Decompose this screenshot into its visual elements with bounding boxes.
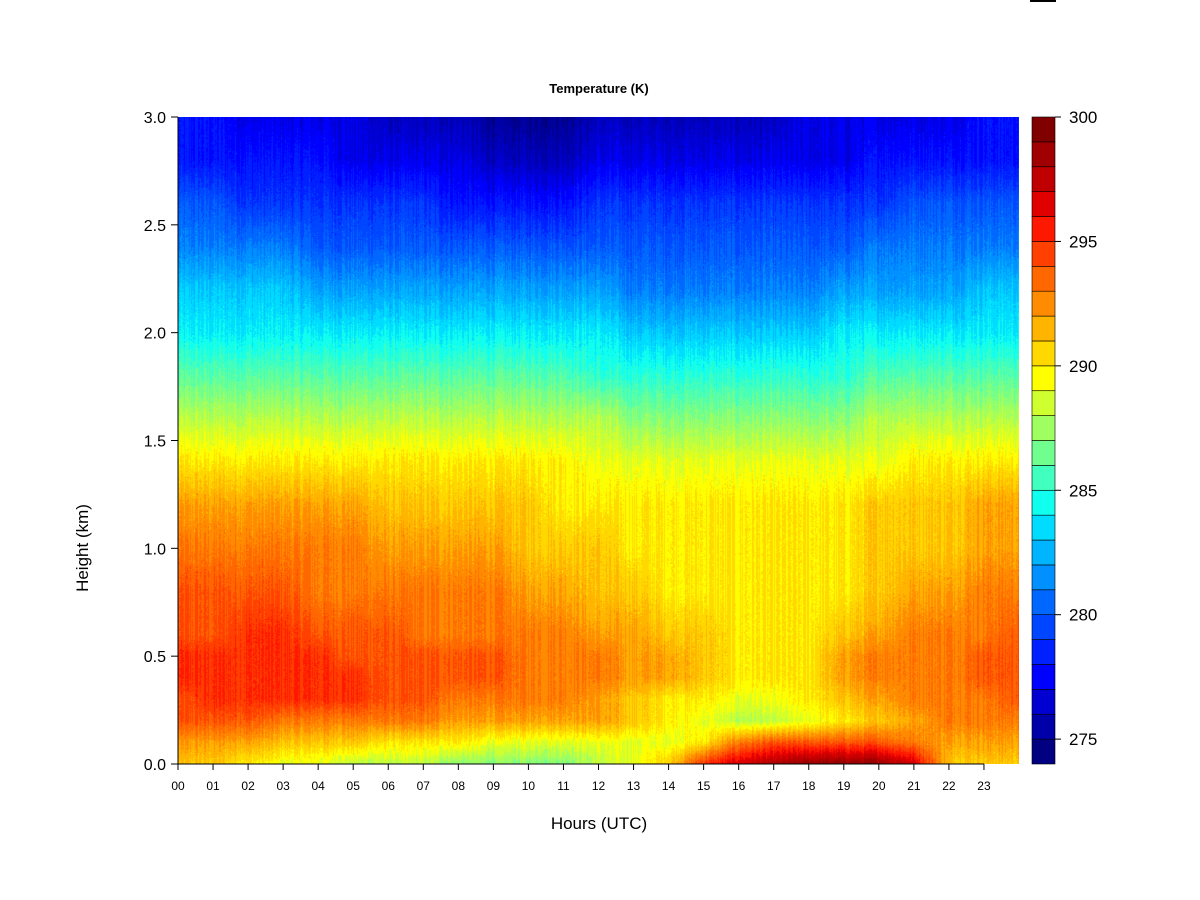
x-axis: 00 01 02 03 04 05 06 07 08 09 10 11 12 13 14 15 16 17 18 19… <box>171 763 991 793</box>
colorbar-tick-label: 280 <box>1069 606 1097 625</box>
x-tick-label: 17 <box>767 779 781 793</box>
heatmap-image <box>178 117 1019 764</box>
colorbar-tick-label: 275 <box>1069 730 1097 749</box>
colorbar-swatch <box>1031 340 1056 367</box>
x-tick-label: 07 <box>417 779 431 793</box>
x-tick-label: 23 <box>977 779 991 793</box>
colorbar-swatch <box>1031 141 1056 168</box>
colorbar-swatch <box>1031 390 1056 416</box>
colorbar-swatch <box>1031 738 1056 765</box>
heatmap-plot-area <box>178 117 1019 764</box>
x-tick-label: 01 <box>206 779 220 793</box>
x-tick-label: 15 <box>697 779 711 793</box>
colorbar-ticks: 275 280 285 290 295 300 <box>1055 108 1097 749</box>
x-tick-label: 09 <box>487 779 501 793</box>
x-tick-label: 10 <box>522 779 536 793</box>
y-tick-label: 2.0 <box>144 326 166 343</box>
x-tick-label: 08 <box>452 779 466 793</box>
y-tick-label: 3.0 <box>144 110 166 127</box>
x-tick-label: 20 <box>872 779 886 793</box>
x-tick-label: 06 <box>382 779 396 793</box>
x-tick-label: 00 <box>171 779 185 793</box>
x-tick-label: 13 <box>627 779 641 793</box>
colorbar-swatch <box>1031 241 1056 267</box>
y-tick-label: 0.0 <box>144 757 166 774</box>
x-tick-label: 18 <box>802 779 816 793</box>
x-tick-label: 11 <box>557 779 570 793</box>
colorbar-swatch <box>1031 216 1056 242</box>
y-axis: 0.0 0.5 1.0 1.5 2.0 2.5 3.0 <box>144 110 179 774</box>
colorbar-swatch <box>1031 589 1056 615</box>
y-tick-label: 1.0 <box>144 541 166 558</box>
colorbar-swatch <box>1031 639 1056 665</box>
colorbar-swatch <box>1031 539 1056 566</box>
y-tick-label: 2.5 <box>144 218 166 235</box>
colorbar-swatch <box>1031 415 1056 441</box>
y-tick-label: 0.5 <box>144 649 166 666</box>
colorbar-swatch <box>1031 713 1056 740</box>
y-axis-label: Height (km) <box>73 504 92 592</box>
x-tick-label: 16 <box>732 779 746 793</box>
x-tick-label: 02 <box>241 779 255 793</box>
x-tick-label: 05 <box>347 779 361 793</box>
x-tick-label: 04 <box>311 779 325 793</box>
colorbar-swatch <box>1031 689 1056 715</box>
y-tick-label: 1.5 <box>144 434 166 451</box>
colorbar-tick-label: 300 <box>1069 108 1097 127</box>
x-axis-label: Hours (UTC) <box>551 814 647 833</box>
colorbar-swatch <box>1031 440 1056 466</box>
colorbar-swatch <box>1031 365 1056 392</box>
x-tick-label: 12 <box>592 779 606 793</box>
colorbar-swatch <box>1031 266 1056 292</box>
x-tick-label: 21 <box>907 779 921 793</box>
colorbar-swatch <box>1031 489 1056 516</box>
colorbar <box>1031 116 1056 765</box>
corner-mark <box>1030 0 1056 2</box>
colorbar-tick-label: 290 <box>1069 357 1097 376</box>
colorbar-swatch <box>1031 166 1056 192</box>
x-tick-label: 14 <box>662 779 676 793</box>
colorbar-swatch <box>1031 514 1056 541</box>
colorbar-tick-label: 285 <box>1069 481 1097 500</box>
colorbar-swatch <box>1031 564 1056 591</box>
colorbar-swatch <box>1031 664 1056 690</box>
chart-title: Temperature (K) <box>549 81 648 96</box>
colorbar-swatch <box>1031 614 1056 640</box>
colorbar-swatch <box>1031 191 1056 217</box>
x-tick-label: 03 <box>276 779 290 793</box>
x-tick-label: 19 <box>837 779 851 793</box>
colorbar-swatch <box>1031 290 1056 317</box>
colorbar-swatch <box>1031 315 1056 342</box>
x-tick-label: 22 <box>942 779 956 793</box>
colorbar-tick-label: 295 <box>1069 232 1097 251</box>
colorbar-swatch <box>1031 116 1056 143</box>
colorbar-swatch <box>1031 465 1056 491</box>
